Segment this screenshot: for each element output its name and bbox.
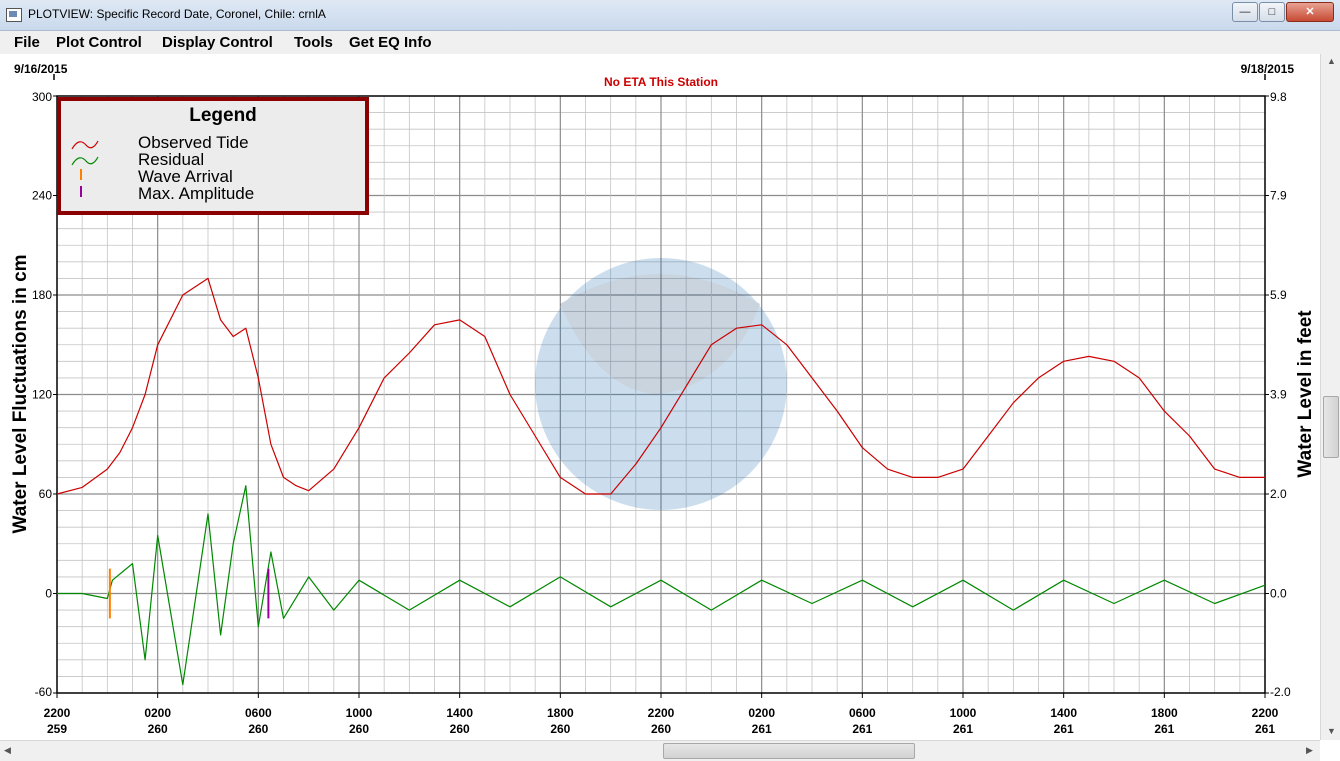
scroll-right-icon[interactable]: ▶ [1306,745,1313,755]
menubar: File Plot Control Display Control Tools … [0,31,1340,55]
x-tick-day-label: 260 [450,722,470,736]
legend-residual-swatch [71,156,99,166]
x-tick-time-label: 0600 [245,706,272,720]
horizontal-scroll-thumb[interactable] [663,743,915,759]
series-line-observed-tide [56,277,1265,495]
event-markers [108,568,270,619]
date-start-label: 9/16/2015 [14,62,68,76]
legend-residual-label: Residual [138,150,204,169]
menu-tools[interactable]: Tools [294,34,333,51]
x-tick-day-label: 260 [651,722,671,736]
x-tick-day-label: 261 [1154,722,1174,736]
y-tick-label-left: 120 [32,388,52,402]
y-tick-label-right: 5.9 [1270,288,1287,302]
x-tick-time-label: 1400 [446,706,473,720]
maximize-button[interactable]: □ [1259,2,1285,22]
plot-area: -60 -2.0 0 0.0 60 2.0 120 3.9 180 5.9 240 7.9 300 9.8… [0,54,1320,740]
x-tick-day-label: 261 [752,722,772,736]
y-axis-label-left: Water Level Fluctuations in cm [10,254,31,533]
legend: Legend Observed Tide Residual Wave Arriv… [57,97,369,215]
vertical-scroll-thumb[interactable] [1323,396,1339,458]
y-tick-label-right: 9.8 [1270,90,1287,104]
legend-wave-arrival-label: Wave Arrival [138,167,233,186]
x-tick-time-label: 2200 [1252,706,1279,720]
noaa-watermark-bird [560,274,760,394]
x-tick-day-label: 260 [148,722,168,736]
menu-display-control[interactable]: Display Control [162,34,273,51]
x-tick-time-label: 1800 [1151,706,1178,720]
y-tick-label-left: 0 [45,587,52,601]
y-tick-label-left: 180 [32,288,52,302]
x-tick-day-label: 260 [349,722,369,736]
chart-title: No ETA This Station [604,75,718,89]
app-icon [6,8,22,22]
horizontal-scrollbar[interactable]: ◀ ▶ [0,740,1320,761]
noaa-watermark-disc [535,258,787,510]
axes: -60 -2.0 0 0.0 60 2.0 120 3.9 180 5.9 240 7.9 300 9.8… [32,90,1291,736]
x-tick-day-label: 261 [1054,722,1074,736]
y-tick-label-right: 7.9 [1270,189,1287,203]
menu-get-eq-info[interactable]: Get EQ Info [349,34,432,51]
x-tick-time-label: 0200 [144,706,171,720]
y-axis-label-right: Water Level in feet [1295,310,1316,478]
y-tick-label-right: 0.0 [1270,587,1287,601]
window-title: PLOTVIEW: Specific Record Date, Coronel,… [28,7,326,21]
scroll-up-icon[interactable]: ▲ [1327,56,1336,66]
menu-plot-control[interactable]: Plot Control [56,34,142,51]
vertical-scrollbar[interactable]: ▲ ▼ [1320,54,1340,740]
x-tick-day-label: 261 [852,722,872,736]
x-tick-time-label: 1000 [346,706,373,720]
x-tick-day-label: 260 [550,722,570,736]
scroll-left-icon[interactable]: ◀ [4,745,11,755]
close-button[interactable]: ✕ [1286,2,1334,22]
x-tick-time-label: 1000 [950,706,977,720]
grid [57,96,1265,693]
legend-observed-tide-label: Observed Tide [138,133,249,152]
y-tick-label-right: 2.0 [1270,487,1287,501]
legend-box [57,97,369,215]
x-tick-day-label: 260 [248,722,268,736]
minimize-button[interactable]: — [1232,2,1258,22]
x-tick-time-label: 2200 [44,706,71,720]
noaa-watermark [535,258,787,510]
series [56,277,1266,686]
y-tick-label-left: -60 [35,685,53,699]
scroll-down-icon[interactable]: ▼ [1327,726,1336,736]
y-tick-label-right: -2.0 [1270,685,1291,699]
x-tick-time-label: 1800 [547,706,574,720]
series-line-residual [57,485,1266,686]
menu-file[interactable]: File [14,34,40,51]
y-tick-label-left: 300 [32,90,52,104]
legend-observed-tide-swatch [71,140,99,150]
y-tick-label-left: 240 [32,189,52,203]
legend-title: Legend [189,105,257,126]
x-tick-day-label: 261 [1255,722,1275,736]
tide-chart: -60 -2.0 0 0.0 60 2.0 120 3.9 180 5.9 240 7.9 300 9.8… [10,62,1316,736]
legend-max-amplitude-label: Max. Amplitude [138,184,254,203]
x-tick-day-label: 259 [47,722,67,736]
x-tick-time-label: 2200 [648,706,675,720]
date-end-label: 9/18/2015 [1241,62,1295,76]
y-tick-label-right: 3.9 [1270,388,1287,402]
x-tick-day-label: 261 [953,722,973,736]
window-titlebar: PLOTVIEW: Specific Record Date, Coronel,… [0,0,1340,31]
x-tick-time-label: 0200 [748,706,775,720]
y-tick-label-left: 60 [39,487,53,501]
x-tick-time-label: 1400 [1050,706,1077,720]
x-tick-time-label: 0600 [849,706,876,720]
